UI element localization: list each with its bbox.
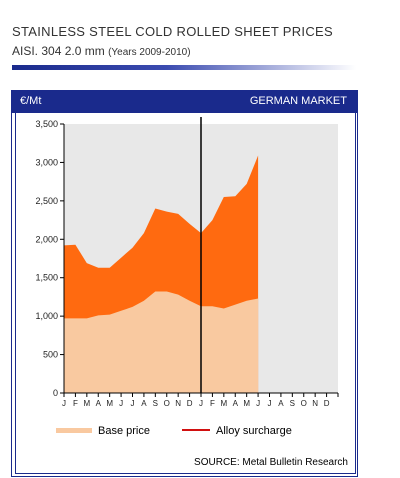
x-tick-label: J <box>62 399 66 408</box>
source-note: SOURCE: Metal Bulletin Research <box>194 457 348 468</box>
y-tick-label: 1,500 <box>35 273 58 283</box>
x-tick-label: A <box>141 399 147 408</box>
x-tick-label: N <box>312 399 318 408</box>
x-tick-label: N <box>175 399 181 408</box>
y-tick-label: 0 <box>53 388 58 398</box>
legend-label-base-price: Base price <box>98 425 150 437</box>
x-tick-label: J <box>199 399 203 408</box>
panel-header: €/Mt GERMAN MARKET <box>12 91 357 113</box>
area-layer <box>64 155 259 393</box>
y-tick-label: 1,000 <box>35 311 58 321</box>
x-tick-label: F <box>73 399 78 408</box>
x-tick-label: D <box>324 399 330 408</box>
x-tick-label: S <box>290 399 295 408</box>
chart-subtitle: AISI. 304 2.0 mm (Years 2009-2010) <box>12 44 191 58</box>
chart-panel: €/Mt GERMAN MARKET 0 500 1,000 1,500 2,000 2,… <box>11 90 358 477</box>
y-tick-label: 500 <box>43 350 58 360</box>
x-tick-label: A <box>96 399 102 408</box>
chart-title: STAINLESS STEEL COLD ROLLED SHEET PRICES <box>12 24 333 39</box>
subtitle-years: (Years 2009-2010) <box>108 47 191 58</box>
y-tick-label: 3,000 <box>35 157 58 167</box>
x-tick-label: J <box>256 399 260 408</box>
title-gradient-rule <box>12 65 356 70</box>
x-tick-label: J <box>268 399 272 408</box>
x-tick-label: M <box>106 399 113 408</box>
y-tick-label: 3,500 <box>35 119 58 129</box>
x-tick-label: A <box>233 399 239 408</box>
x-tick-label: J <box>119 399 123 408</box>
x-tick-label: S <box>153 399 158 408</box>
x-tick-label: M <box>220 399 227 408</box>
legend: Base price Alloy surcharge <box>56 425 292 437</box>
x-tick-label: M <box>243 399 250 408</box>
legend-swatch-base-price <box>56 428 92 433</box>
x-tick-label: D <box>187 399 193 408</box>
x-tick-label: J <box>131 399 135 408</box>
market-label: GERMAN MARKET <box>249 95 347 107</box>
x-tick-label: A <box>278 399 284 408</box>
base-price-area <box>64 291 259 393</box>
y-tick-label: 2,500 <box>35 196 58 206</box>
legend-swatch-alloy-surcharge <box>182 429 210 431</box>
x-tick-label: M <box>83 399 90 408</box>
x-tick-label: F <box>210 399 215 408</box>
x-tick-label: O <box>164 399 170 408</box>
subtitle-spec: AISI. 304 2.0 mm <box>12 44 105 58</box>
x-tick-label: O <box>301 399 307 408</box>
panel-inner: 0 500 1,000 1,500 2,000 2,500 3,000 3,500 J F M A M J… <box>15 113 356 474</box>
unit-label: €/Mt <box>20 95 42 107</box>
y-tick-label: 2,000 <box>35 234 58 244</box>
legend-label-alloy-surcharge: Alloy surcharge <box>216 425 292 437</box>
